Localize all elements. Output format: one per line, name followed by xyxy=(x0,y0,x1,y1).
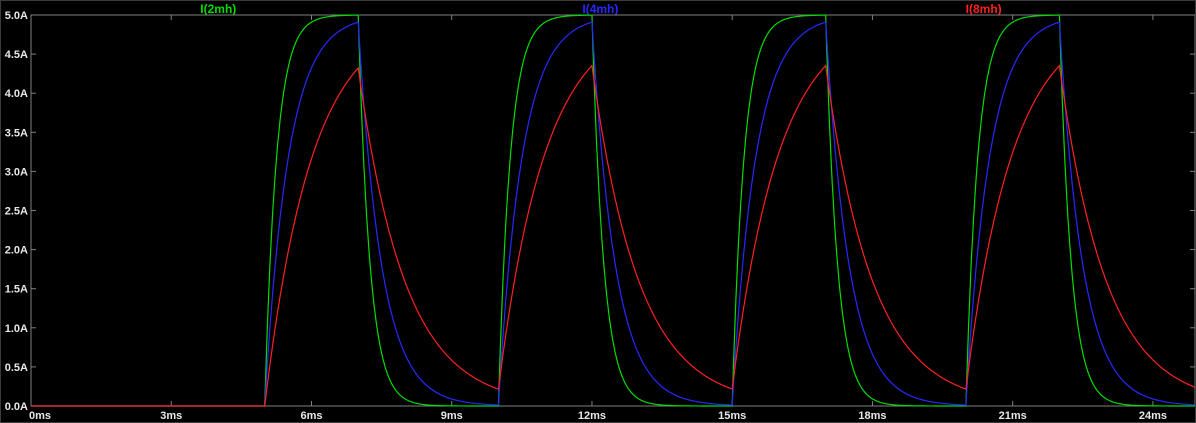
plot-frame xyxy=(30,14,1195,407)
trace-label-i-8mh[interactable]: I(8mh) xyxy=(965,2,1002,16)
y-tick-label: 3.0A xyxy=(5,166,28,178)
trace-i4mh xyxy=(31,21,1195,407)
x-tick-label: 3ms xyxy=(160,410,182,422)
x-tick-label: 24ms xyxy=(1139,410,1167,422)
x-tick-label: 12ms xyxy=(578,410,606,422)
trace-label-i-4mh[interactable]: I(4mh) xyxy=(582,2,619,16)
y-tick-label: 2.5A xyxy=(5,206,28,218)
x-tick-label: 15ms xyxy=(718,410,746,422)
trace-label-i-2mh[interactable]: I(2mh) xyxy=(200,2,237,16)
y-tick-label: 4.5A xyxy=(5,49,28,61)
y-tick-label: 4.0A xyxy=(5,88,28,100)
y-tick-label: 2.0A xyxy=(5,245,28,257)
x-tick-label: 18ms xyxy=(858,410,886,422)
y-tick-label: 1.5A xyxy=(5,284,28,296)
x-tick-label: 0ms xyxy=(29,410,51,422)
y-tick-label: 0.5A xyxy=(5,362,28,374)
y-tick-label: 1.0A xyxy=(5,323,28,335)
y-tick-label: 3.5A xyxy=(5,127,28,139)
x-tick-label: 9ms xyxy=(441,410,463,422)
x-tick-label: 21ms xyxy=(999,410,1027,422)
trace-i2mh xyxy=(31,14,1195,407)
y-tick-label: 5.0A xyxy=(5,10,28,22)
x-tick-label: 6ms xyxy=(300,410,322,422)
y-tick-label: 0.0A xyxy=(5,401,28,413)
trace-i8mh xyxy=(31,64,1195,407)
